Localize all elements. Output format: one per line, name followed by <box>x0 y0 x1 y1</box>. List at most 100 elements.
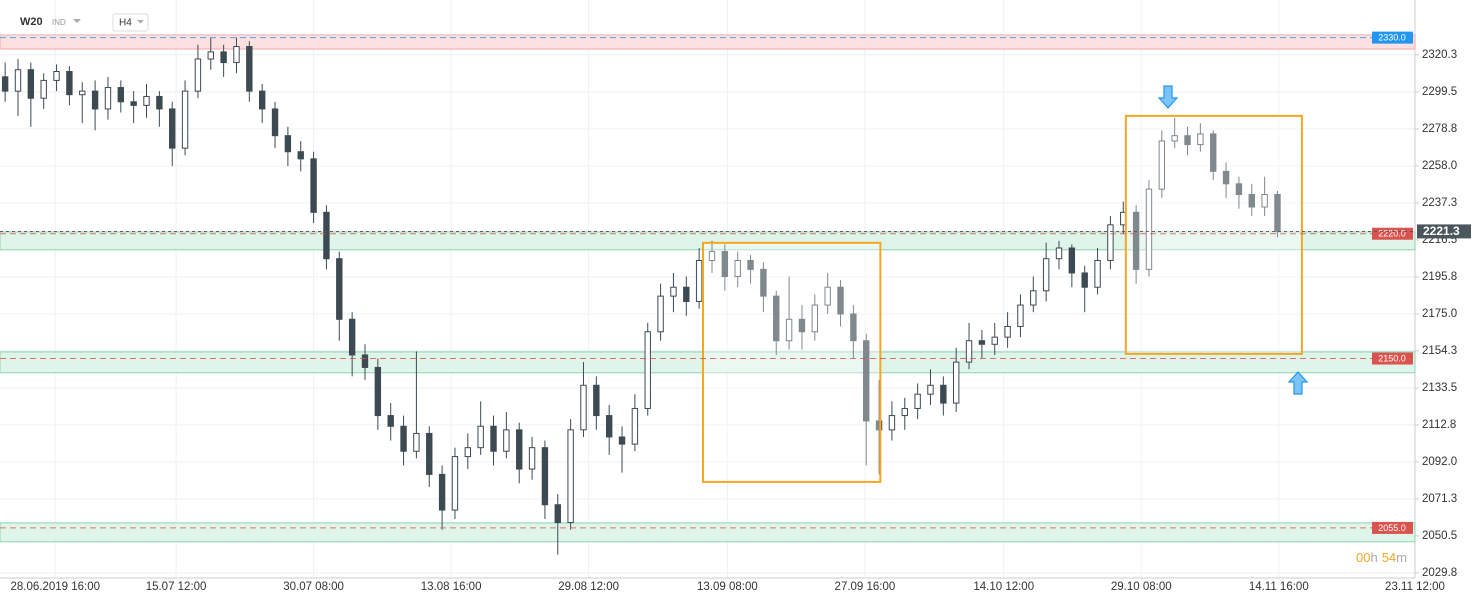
candle-body <box>271 108 279 137</box>
candle-body <box>284 135 292 153</box>
zone <box>0 34 1416 50</box>
candle-body <box>258 90 266 110</box>
candle-body <box>464 447 472 458</box>
zone <box>0 351 1416 374</box>
zone <box>0 231 1416 251</box>
symbol-tag: IND <box>52 18 66 27</box>
candle-body <box>169 108 176 149</box>
level-label: 2220.0 <box>1378 229 1406 239</box>
y-tick-label: 2112.8 <box>1422 419 1456 431</box>
interval-selector[interactable] <box>112 13 149 32</box>
candle-body <box>863 340 870 422</box>
level-label: 2150.0 <box>1378 353 1406 363</box>
candle-body <box>593 384 600 417</box>
level-tag <box>1372 227 1413 240</box>
candle-body <box>400 425 407 452</box>
candle-body <box>246 46 253 92</box>
candle-body <box>490 425 497 452</box>
candle-body <box>194 58 202 92</box>
candle-body <box>336 258 343 320</box>
candle-body <box>747 259 754 270</box>
candle-body <box>1081 272 1088 288</box>
candle-body <box>1184 135 1191 146</box>
candle-body <box>1107 224 1114 261</box>
candle-body <box>297 151 304 160</box>
candle-body <box>1094 259 1101 288</box>
candle-body <box>708 251 716 261</box>
candle-body <box>901 407 908 417</box>
level-label: 2330.0 <box>1378 32 1406 42</box>
candle-body <box>721 251 729 278</box>
timer-minutes: 54 <box>1382 550 1396 565</box>
x-tick-label: 15.07 12:00 <box>146 581 207 593</box>
candle-body <box>1274 194 1281 232</box>
candle-body <box>79 90 86 96</box>
candle-body <box>1158 140 1166 190</box>
x-tick-label: 14.10 12:00 <box>973 581 1034 593</box>
symbol[interactable]: W20 <box>20 16 43 28</box>
candle-body <box>734 259 741 278</box>
level-tag <box>1372 31 1413 44</box>
candle-body <box>760 268 767 297</box>
interval-dropdown <box>137 20 144 24</box>
highlight-box <box>702 241 882 483</box>
candle-body <box>940 384 947 404</box>
candle-body <box>683 286 690 302</box>
zone <box>0 522 1416 543</box>
arrow-down <box>1157 85 1179 109</box>
candle-body <box>978 340 986 345</box>
candle-body <box>798 318 806 333</box>
x-tick-label: 13.08 16:00 <box>421 581 482 593</box>
level-tag <box>1372 521 1413 534</box>
candle-body <box>53 70 60 81</box>
y-tick-label: 2092.0 <box>1422 456 1457 468</box>
y-tick-label: 2154.3 <box>1422 345 1457 357</box>
candle-body <box>207 51 214 60</box>
candle-body <box>631 407 639 445</box>
candle-body <box>927 384 934 395</box>
y-tick-label: 2320.3 <box>1422 49 1457 61</box>
candle-body <box>323 211 330 260</box>
arrow-up <box>1287 371 1309 395</box>
candle-body <box>1197 133 1204 146</box>
candle-body <box>991 336 998 345</box>
candle-layer <box>1 37 1281 555</box>
candle-body <box>1210 133 1217 172</box>
candle-body <box>811 304 819 333</box>
candle-body <box>1042 258 1050 292</box>
current-price-label: 2221.3 <box>1423 224 1460 238</box>
candle-body <box>104 87 112 110</box>
candle-body <box>1145 188 1153 270</box>
y-tick-label: 2258.0 <box>1422 160 1457 172</box>
candle-body <box>1068 247 1076 274</box>
candle-body <box>143 95 150 106</box>
candle-body <box>1171 135 1178 142</box>
candle-body <box>451 456 459 511</box>
overlay-layer: W20 IND H4 00h 54m 2330.0 2220.0 2150.0 2055… <box>0 13 1471 565</box>
candle-body <box>413 432 420 452</box>
candle-body <box>130 101 137 106</box>
candle-body <box>914 393 921 409</box>
candle-body <box>40 79 47 99</box>
interval[interactable]: H4 <box>119 18 132 29</box>
symbol-dropdown[interactable] <box>73 19 81 23</box>
highlight-box <box>1124 114 1303 355</box>
candle-body <box>348 318 356 356</box>
candle-body <box>27 69 35 99</box>
timer-m: m <box>1396 550 1407 565</box>
candle-body <box>1004 325 1011 338</box>
candle-body <box>773 295 780 342</box>
y-tick-label: 2050.5 <box>1422 530 1457 542</box>
candle-body <box>875 420 883 431</box>
candle-body <box>657 295 664 333</box>
x-tick-label: 23.11 12:00 <box>1385 581 1445 593</box>
y-tick-label: 2175.0 <box>1422 308 1457 320</box>
candle-body <box>1261 194 1268 208</box>
candle-body <box>605 415 613 438</box>
candle-body <box>644 331 651 409</box>
candle-body <box>503 429 510 452</box>
candle-body <box>567 429 574 524</box>
candle-body <box>1 76 9 92</box>
y-tick-label: 2278.8 <box>1422 123 1457 135</box>
